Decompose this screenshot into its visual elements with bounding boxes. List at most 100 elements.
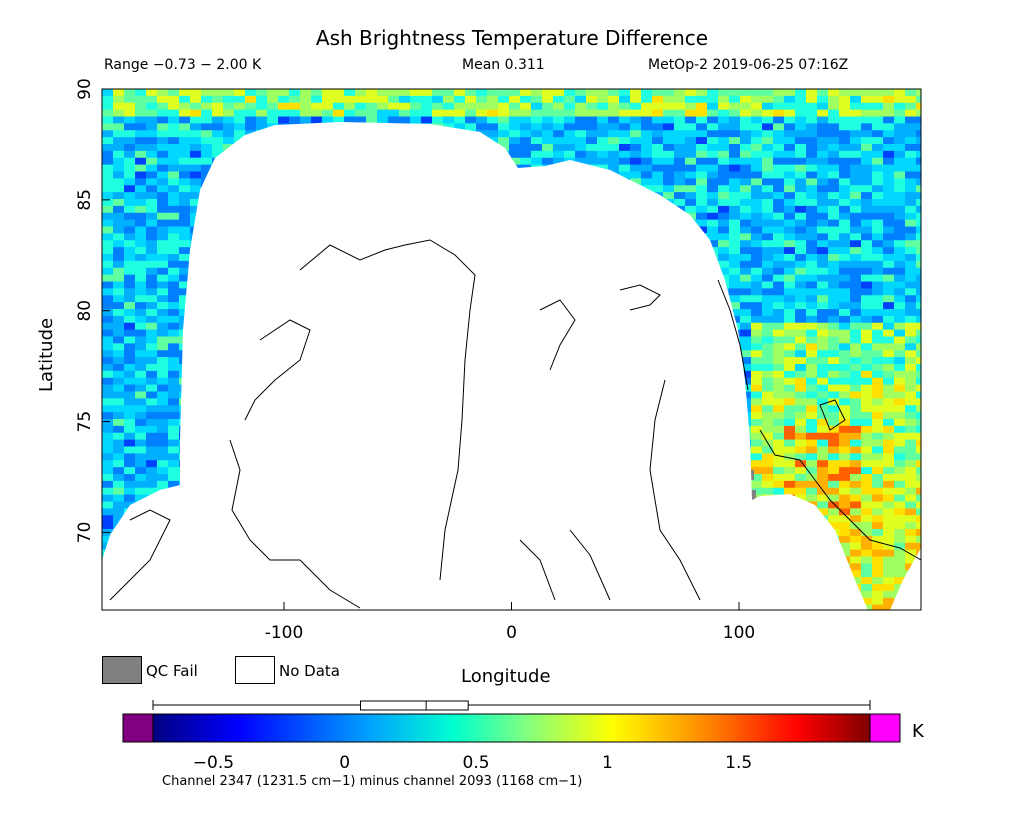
heat-cell [597, 123, 609, 131]
heat-cell [113, 357, 125, 365]
heat-cell [795, 336, 807, 344]
heat-cell [894, 522, 906, 530]
heat-cell [883, 529, 895, 537]
heat-cell [443, 89, 455, 97]
heat-cell [146, 474, 158, 482]
heat-cell [795, 474, 807, 482]
heat-cell [190, 205, 202, 214]
heat-cell [674, 192, 686, 200]
heat-cell [630, 109, 642, 117]
heat-cell [179, 116, 191, 124]
heat-cell [564, 102, 576, 111]
heat-cell [773, 370, 785, 379]
heat-cell [157, 123, 169, 131]
heat-cell [168, 137, 180, 145]
heat-cell [762, 425, 774, 434]
heat-cell [828, 288, 840, 296]
heat-cell [179, 254, 191, 262]
heat-cell [773, 274, 785, 282]
heat-cell [839, 384, 851, 392]
heat-cell [740, 295, 752, 303]
heat-cell [641, 178, 653, 186]
heat-cell [212, 89, 224, 97]
heat-cell [223, 102, 235, 111]
heat-cell [575, 109, 587, 117]
heat-cell [707, 226, 719, 234]
heat-cell [201, 116, 213, 124]
heat-cell [619, 164, 631, 172]
heat-cell [377, 116, 389, 124]
heat-cell [157, 199, 169, 207]
heat-cell [146, 260, 158, 269]
heat-cell [872, 315, 884, 324]
heat-cell [828, 164, 840, 172]
heat-cell [146, 199, 158, 207]
heat-cell [751, 350, 763, 358]
heat-cell [883, 336, 895, 344]
heat-cell [256, 109, 268, 117]
heat-cell [146, 453, 158, 461]
heat-cell [707, 219, 719, 227]
heat-cell [905, 508, 917, 516]
heat-cell [817, 412, 829, 420]
heat-cell [146, 405, 158, 413]
heat-cell [828, 329, 840, 337]
heat-cell [817, 384, 829, 392]
heat-cell [751, 439, 763, 447]
heat-cell [751, 315, 763, 324]
heat-cell [828, 295, 840, 303]
heat-cell [267, 109, 279, 117]
heat-cell [707, 102, 719, 111]
heat-cell [674, 102, 686, 111]
heat-cell [806, 178, 818, 186]
heat-cell [850, 370, 862, 379]
heat-cell [751, 144, 763, 152]
heat-cell [751, 405, 763, 413]
heat-cell [894, 391, 906, 399]
heat-cell [894, 116, 906, 124]
heat-cell [102, 487, 114, 496]
heat-cell [828, 487, 840, 496]
heat-cell [905, 432, 917, 441]
heat-cell [872, 364, 884, 372]
heat-cell [872, 309, 884, 317]
heat-cell [740, 157, 752, 166]
heat-cell [157, 432, 169, 441]
heat-cell [905, 425, 917, 434]
heat-cell [740, 260, 752, 269]
heat-cell [718, 199, 730, 207]
heat-cell [190, 164, 202, 172]
heat-cell [740, 192, 752, 200]
heat-cell [905, 343, 917, 351]
heat-cell [817, 116, 829, 124]
heat-cell [883, 205, 895, 214]
heat-cell [113, 247, 125, 255]
heat-cell [157, 405, 169, 413]
heat-cell [861, 274, 873, 282]
heat-cell [564, 123, 576, 131]
heat-cell [168, 274, 180, 282]
heat-cell [817, 192, 829, 200]
heat-cell [652, 123, 664, 131]
heat-cell [883, 377, 895, 386]
heat-cell [795, 109, 807, 117]
heat-cell [113, 336, 125, 344]
heat-cell [333, 89, 345, 97]
heat-cell [839, 487, 851, 496]
heat-cell [179, 164, 191, 172]
heat-cell [168, 336, 180, 344]
heat-cell [773, 226, 785, 234]
heat-cell [696, 123, 708, 131]
heat-cell [542, 137, 554, 145]
heat-cell [168, 199, 180, 207]
heat-cell [850, 164, 862, 172]
heat-cell [718, 109, 730, 117]
heat-cell [905, 95, 917, 104]
heat-cell [608, 144, 620, 152]
heat-cell [718, 205, 730, 214]
heat-cell [861, 150, 873, 159]
heat-cell [905, 412, 917, 420]
heat-cell [839, 205, 851, 214]
heat-cell [872, 522, 884, 530]
heat-cell [850, 425, 862, 434]
